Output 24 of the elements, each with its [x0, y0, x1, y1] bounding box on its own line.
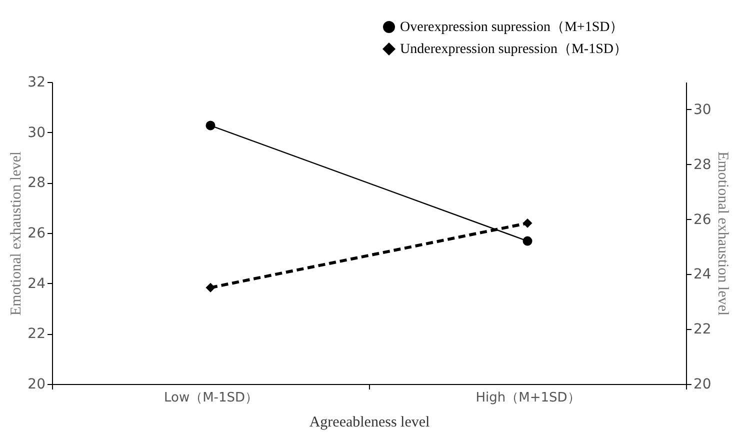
y2-tick-label: 22	[694, 322, 712, 338]
x-axis-title: Agreeableness level	[309, 414, 430, 430]
y-axis-title: Emotional exhaustion level	[8, 151, 25, 316]
y-tick-label: 26	[28, 226, 46, 242]
x-tick-label: Low（M-1SD）	[164, 390, 258, 406]
y2-tick-label: 20	[694, 376, 712, 392]
y2-tick-label: 26	[694, 212, 712, 228]
y-tick-label: 24	[28, 276, 46, 292]
y-tick-label: 20	[28, 376, 46, 392]
y-tick-label: 32	[28, 74, 46, 90]
legend-label: Overexpression supression（M+1SD）	[400, 20, 624, 35]
point	[206, 120, 216, 130]
x-tick-label: High（M+1SD）	[476, 390, 580, 406]
y-tick-label: 30	[28, 124, 46, 141]
y2-axis-title: Emotional exhaustion level	[714, 151, 730, 316]
point	[206, 282, 216, 292]
y2-tick-label: 24	[694, 266, 712, 283]
legend-label: Underexpression supression（M-1SD）	[400, 42, 628, 57]
point	[522, 218, 532, 228]
y2-tick-label: 30	[694, 102, 712, 118]
y-tick-label: 22	[28, 326, 46, 342]
point	[522, 236, 532, 246]
y2-tick-label: 28	[694, 156, 712, 173]
y-tick-label: 28	[28, 175, 46, 192]
